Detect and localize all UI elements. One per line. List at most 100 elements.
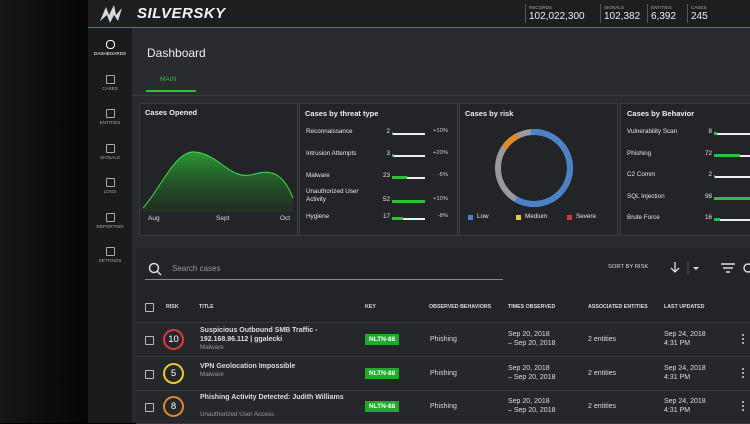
time-end: – Sep 20, 2018 — [508, 373, 556, 381]
tab[interactable]: MAIN — [160, 76, 177, 83]
bar — [714, 196, 750, 200]
nav-label[interactable]: LOGS — [103, 189, 117, 194]
row-menu[interactable] — [742, 367, 750, 378]
row-bg[interactable] — [136, 357, 750, 391]
nav-label[interactable]: SETTINGS — [98, 258, 122, 263]
row-count: 98 — [704, 192, 712, 200]
bar-track — [714, 133, 750, 135]
sort-select[interactable]: SORT BY RISK — [608, 264, 649, 270]
time-start: Sep 20, 2018 — [508, 398, 550, 405]
row-change: +10% — [433, 196, 448, 202]
column-header: ASSOCIATED ENTITIES — [588, 304, 648, 310]
column-header: TIMES OBSERVED — [508, 304, 556, 310]
bar — [714, 218, 720, 221]
bar — [392, 217, 403, 220]
behavior: Phishing — [430, 369, 457, 377]
bar-track — [714, 176, 750, 178]
nav-icon[interactable] — [106, 247, 115, 256]
nav-icon[interactable] — [106, 178, 115, 187]
divider — [132, 95, 750, 96]
card-title: Cases by risk — [465, 109, 514, 118]
row-count: 16 — [704, 214, 712, 221]
sidebar — [88, 28, 132, 423]
bar-track — [392, 218, 425, 220]
stat-value: 6,392 — [651, 11, 677, 22]
row-change: -8% — [437, 213, 448, 219]
case-title[interactable]: VPN Geolocation Impossible — [200, 362, 296, 370]
row-count: 2 — [386, 128, 390, 135]
time-start: Sep 20, 2018 — [508, 364, 550, 372]
bar — [714, 132, 717, 135]
card-title: Cases by Behavior — [627, 109, 695, 118]
search-input[interactable]: Search cases — [172, 264, 221, 273]
case-key: NLTN-88 — [365, 334, 400, 345]
donut — [495, 129, 573, 207]
stat-label: ENTITIES — [651, 5, 672, 10]
updated-time: 4:31 PM — [664, 407, 691, 414]
stat-label: RECORDS — [529, 5, 552, 10]
nav-label[interactable]: SIGNALS — [100, 154, 120, 160]
sort-controls[interactable] — [668, 260, 750, 276]
row-name: Unauthorized User Activity — [306, 188, 359, 203]
bar-track — [392, 177, 425, 179]
nav-icon[interactable] — [106, 109, 115, 118]
row-name: C2 Comm — [627, 171, 656, 178]
row-count: 3 — [386, 150, 390, 157]
bar — [392, 132, 394, 135]
search-icon — [148, 262, 162, 276]
row-name: Intrusion Attempts — [306, 150, 357, 157]
nav-label[interactable]: REPORTING — [96, 223, 124, 229]
row-name: Phishing — [627, 149, 652, 157]
stat-label: CASES — [691, 5, 707, 10]
nav-label[interactable]: ENTITIES — [99, 120, 121, 125]
case-title[interactable]: Suspicious Outbound SMB Traffic - 192.16… — [200, 327, 318, 343]
row-bg[interactable] — [136, 324, 750, 357]
card-risk — [459, 103, 618, 236]
logo-icon — [100, 5, 122, 23]
time-end: – Sep 20, 2018 — [508, 340, 556, 347]
checkbox[interactable] — [145, 403, 154, 412]
page-title: Dashboard — [147, 46, 206, 60]
card-title: Cases Opened — [145, 108, 198, 117]
case-category: Malware — [200, 344, 224, 351]
nav-icon[interactable] — [106, 212, 115, 222]
risk-badge: 5 — [163, 362, 184, 384]
row-menu[interactable] — [742, 334, 750, 344]
checkbox[interactable] — [145, 303, 154, 312]
nav-icon[interactable] — [106, 40, 115, 49]
row-change: -5% — [437, 172, 448, 178]
row-name: Brute Force — [627, 214, 660, 221]
card-threat-type — [299, 103, 458, 236]
x-label: Aug — [148, 215, 160, 222]
updated-date: Sep 24, 2018 — [664, 331, 706, 338]
nav-label[interactable]: CASES — [102, 85, 118, 91]
backdrop — [0, 0, 88, 423]
entities: 2 entities — [588, 336, 617, 343]
updated-time: 4:31 PM — [664, 340, 691, 347]
nav-label[interactable]: DASHBOARDS — [93, 51, 127, 56]
bar — [392, 200, 425, 203]
case-title[interactable]: Phishing Activity Detected: Judith Willi… — [200, 394, 344, 401]
behavior: Phishing — [430, 336, 457, 343]
row-name: SQL Injection — [627, 192, 665, 200]
checkbox[interactable] — [145, 369, 154, 379]
card-title: Cases by threat type — [305, 109, 379, 118]
updated-date: Sep 24, 2018 — [664, 364, 706, 372]
legend-label: Medium — [525, 213, 548, 220]
nav-icon[interactable] — [106, 143, 115, 153]
entities: 2 entities — [588, 369, 617, 377]
stat-separator — [687, 4, 688, 23]
column-header: LAST UPDATED — [664, 304, 705, 310]
entities: 2 entities — [588, 403, 617, 410]
case-category: Unauthorized User Access — [200, 411, 275, 418]
bar — [714, 153, 741, 157]
stat-separator — [647, 4, 648, 23]
checkbox[interactable] — [145, 336, 154, 345]
row-menu[interactable] — [742, 401, 750, 411]
nav-icon[interactable] — [106, 74, 115, 84]
row-name: Vulnerability Scan — [627, 128, 678, 135]
card-behavior — [620, 103, 750, 236]
legend-swatch — [468, 215, 473, 220]
x-label: Oct — [280, 215, 291, 222]
